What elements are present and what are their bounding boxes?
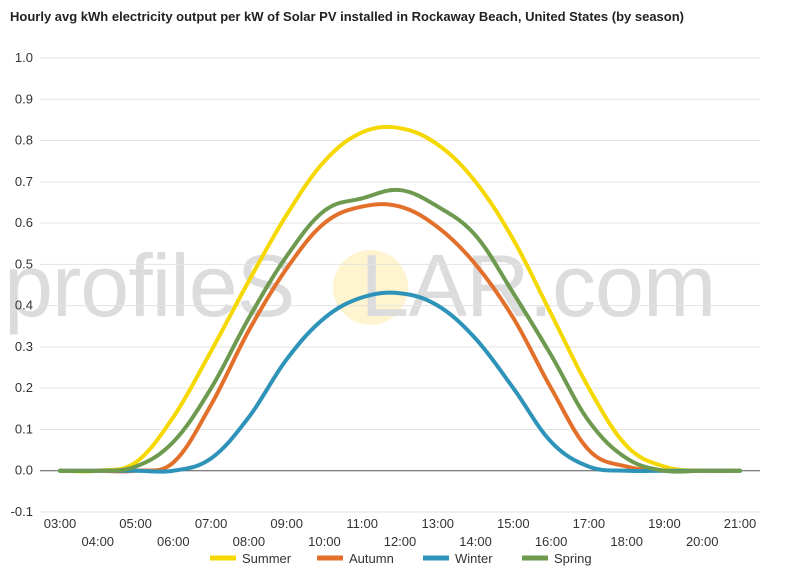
x-tick-label: 16:00 — [535, 534, 568, 549]
y-axis: 1.0 0.9 0.8 0.7 0.6 0.5 0.4 0.3 0.2 0.1 0.0 -0.1 — [11, 50, 33, 519]
x-tick-label: 14:00 — [459, 534, 492, 549]
x-tick-label: 21:00 — [724, 516, 757, 531]
x-tick-label: 18:00 — [610, 534, 643, 549]
x-tick-label: 09:00 — [270, 516, 303, 531]
legend-item-summer: Summer — [210, 551, 292, 566]
series-lines — [58, 124, 742, 474]
y-tick-label: 0.3 — [15, 339, 33, 354]
x-tick-label: 08:00 — [233, 534, 266, 549]
y-tick-label: 0.5 — [15, 256, 33, 271]
y-tick-label: 0.1 — [15, 421, 33, 436]
y-tick-label: 0.2 — [15, 380, 33, 395]
legend-item-autumn: Autumn — [317, 551, 394, 566]
y-tick-label: -0.1 — [11, 504, 33, 519]
y-tick-label: 0.7 — [15, 174, 33, 189]
y-tick-label: 0.8 — [15, 133, 33, 148]
legend: Summer Autumn Winter Spring — [210, 551, 592, 566]
x-tick-label: 04:00 — [82, 534, 115, 549]
series-line-spring — [58, 187, 742, 474]
legend-label: Autumn — [349, 551, 394, 566]
x-tick-label: 13:00 — [422, 516, 455, 531]
x-tick-label: 20:00 — [686, 534, 719, 549]
legend-item-spring: Spring — [522, 551, 592, 566]
legend-label: Winter — [455, 551, 493, 566]
y-tick-label: 0.9 — [15, 91, 33, 106]
x-tick-label: 07:00 — [195, 516, 228, 531]
y-tick-label: 0.6 — [15, 215, 33, 230]
x-tick-label: 06:00 — [157, 534, 190, 549]
grid-lines — [40, 57, 760, 513]
series-line-summer — [58, 124, 742, 474]
legend-label: Summer — [242, 551, 292, 566]
series-line-autumn — [58, 202, 742, 474]
x-axis: 03:00 04:00 05:00 06:00 07:00 08:00 09:00 10:00… — [44, 516, 757, 549]
legend-item-winter: Winter — [423, 551, 493, 566]
watermark-sun-icon — [333, 250, 408, 325]
series-line-winter — [58, 290, 742, 474]
y-tick-label: 0.0 — [15, 463, 33, 478]
x-tick-label: 19:00 — [648, 516, 681, 531]
x-tick-label: 11:00 — [346, 516, 378, 531]
x-tick-label: 12:00 — [384, 534, 417, 549]
chart-title: Hourly avg kWh electricity output per kW… — [10, 9, 684, 24]
x-tick-label: 10:00 — [308, 534, 341, 549]
y-tick-label: 0.4 — [15, 298, 33, 313]
legend-label: Spring — [554, 551, 592, 566]
y-tick-label: 1.0 — [15, 50, 33, 65]
x-tick-label: 05:00 — [119, 516, 152, 531]
x-tick-label: 15:00 — [497, 516, 530, 531]
x-tick-label: 03:00 — [44, 516, 77, 531]
x-tick-label: 17:00 — [573, 516, 606, 531]
